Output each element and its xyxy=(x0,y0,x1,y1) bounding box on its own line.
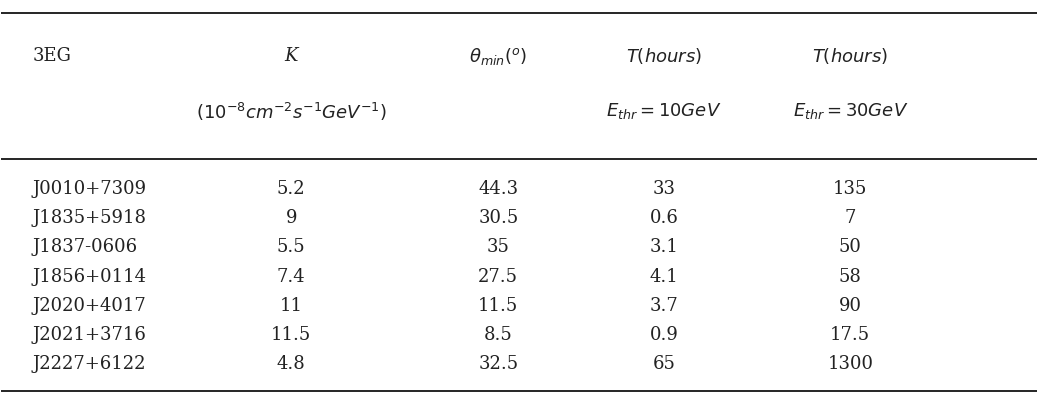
Text: K: K xyxy=(284,48,298,65)
Text: 8.5: 8.5 xyxy=(484,326,513,344)
Text: $\theta_{min}(^o)$: $\theta_{min}(^o)$ xyxy=(469,46,527,67)
Text: 4.8: 4.8 xyxy=(277,355,305,373)
Text: 0.9: 0.9 xyxy=(650,326,679,344)
Text: J1856+0114: J1856+0114 xyxy=(32,268,146,286)
Text: 11.5: 11.5 xyxy=(479,297,518,315)
Text: 7.4: 7.4 xyxy=(277,268,305,286)
Text: 1300: 1300 xyxy=(827,355,873,373)
Text: 65: 65 xyxy=(653,355,676,373)
Text: $(10^{-8}cm^{-2}s^{-1}GeV^{-1})$: $(10^{-8}cm^{-2}s^{-1}GeV^{-1})$ xyxy=(196,101,387,122)
Text: 30.5: 30.5 xyxy=(479,209,518,227)
Text: 44.3: 44.3 xyxy=(479,180,518,198)
Text: 11.5: 11.5 xyxy=(271,326,311,344)
Text: 135: 135 xyxy=(834,180,868,198)
Text: 3EG: 3EG xyxy=(32,48,72,65)
Text: 50: 50 xyxy=(839,238,862,257)
Text: 33: 33 xyxy=(653,180,676,198)
Text: 9: 9 xyxy=(285,209,297,227)
Text: 90: 90 xyxy=(839,297,862,315)
Text: $T(hours)$: $T(hours)$ xyxy=(626,46,702,67)
Text: 35: 35 xyxy=(487,238,510,257)
Text: 3.7: 3.7 xyxy=(650,297,678,315)
Text: 27.5: 27.5 xyxy=(479,268,518,286)
Text: 5.5: 5.5 xyxy=(277,238,305,257)
Text: J1837-0606: J1837-0606 xyxy=(32,238,138,257)
Text: J2021+3716: J2021+3716 xyxy=(32,326,146,344)
Text: 17.5: 17.5 xyxy=(830,326,870,344)
Text: 0.6: 0.6 xyxy=(650,209,679,227)
Text: 3.1: 3.1 xyxy=(650,238,679,257)
Text: J2227+6122: J2227+6122 xyxy=(32,355,146,373)
Text: 5.2: 5.2 xyxy=(277,180,305,198)
Text: 4.1: 4.1 xyxy=(650,268,678,286)
Text: $E_{thr}=10GeV$: $E_{thr}=10GeV$ xyxy=(606,101,721,122)
Text: 32.5: 32.5 xyxy=(479,355,518,373)
Text: 11: 11 xyxy=(280,297,303,315)
Text: 7: 7 xyxy=(845,209,856,227)
Text: 58: 58 xyxy=(839,268,862,286)
Text: J2020+4017: J2020+4017 xyxy=(32,297,146,315)
Text: J1835+5918: J1835+5918 xyxy=(32,209,146,227)
Text: J0010+7309: J0010+7309 xyxy=(32,180,146,198)
Text: $T(hours)$: $T(hours)$ xyxy=(812,46,889,67)
Text: $E_{thr}=30GeV$: $E_{thr}=30GeV$ xyxy=(793,101,908,122)
